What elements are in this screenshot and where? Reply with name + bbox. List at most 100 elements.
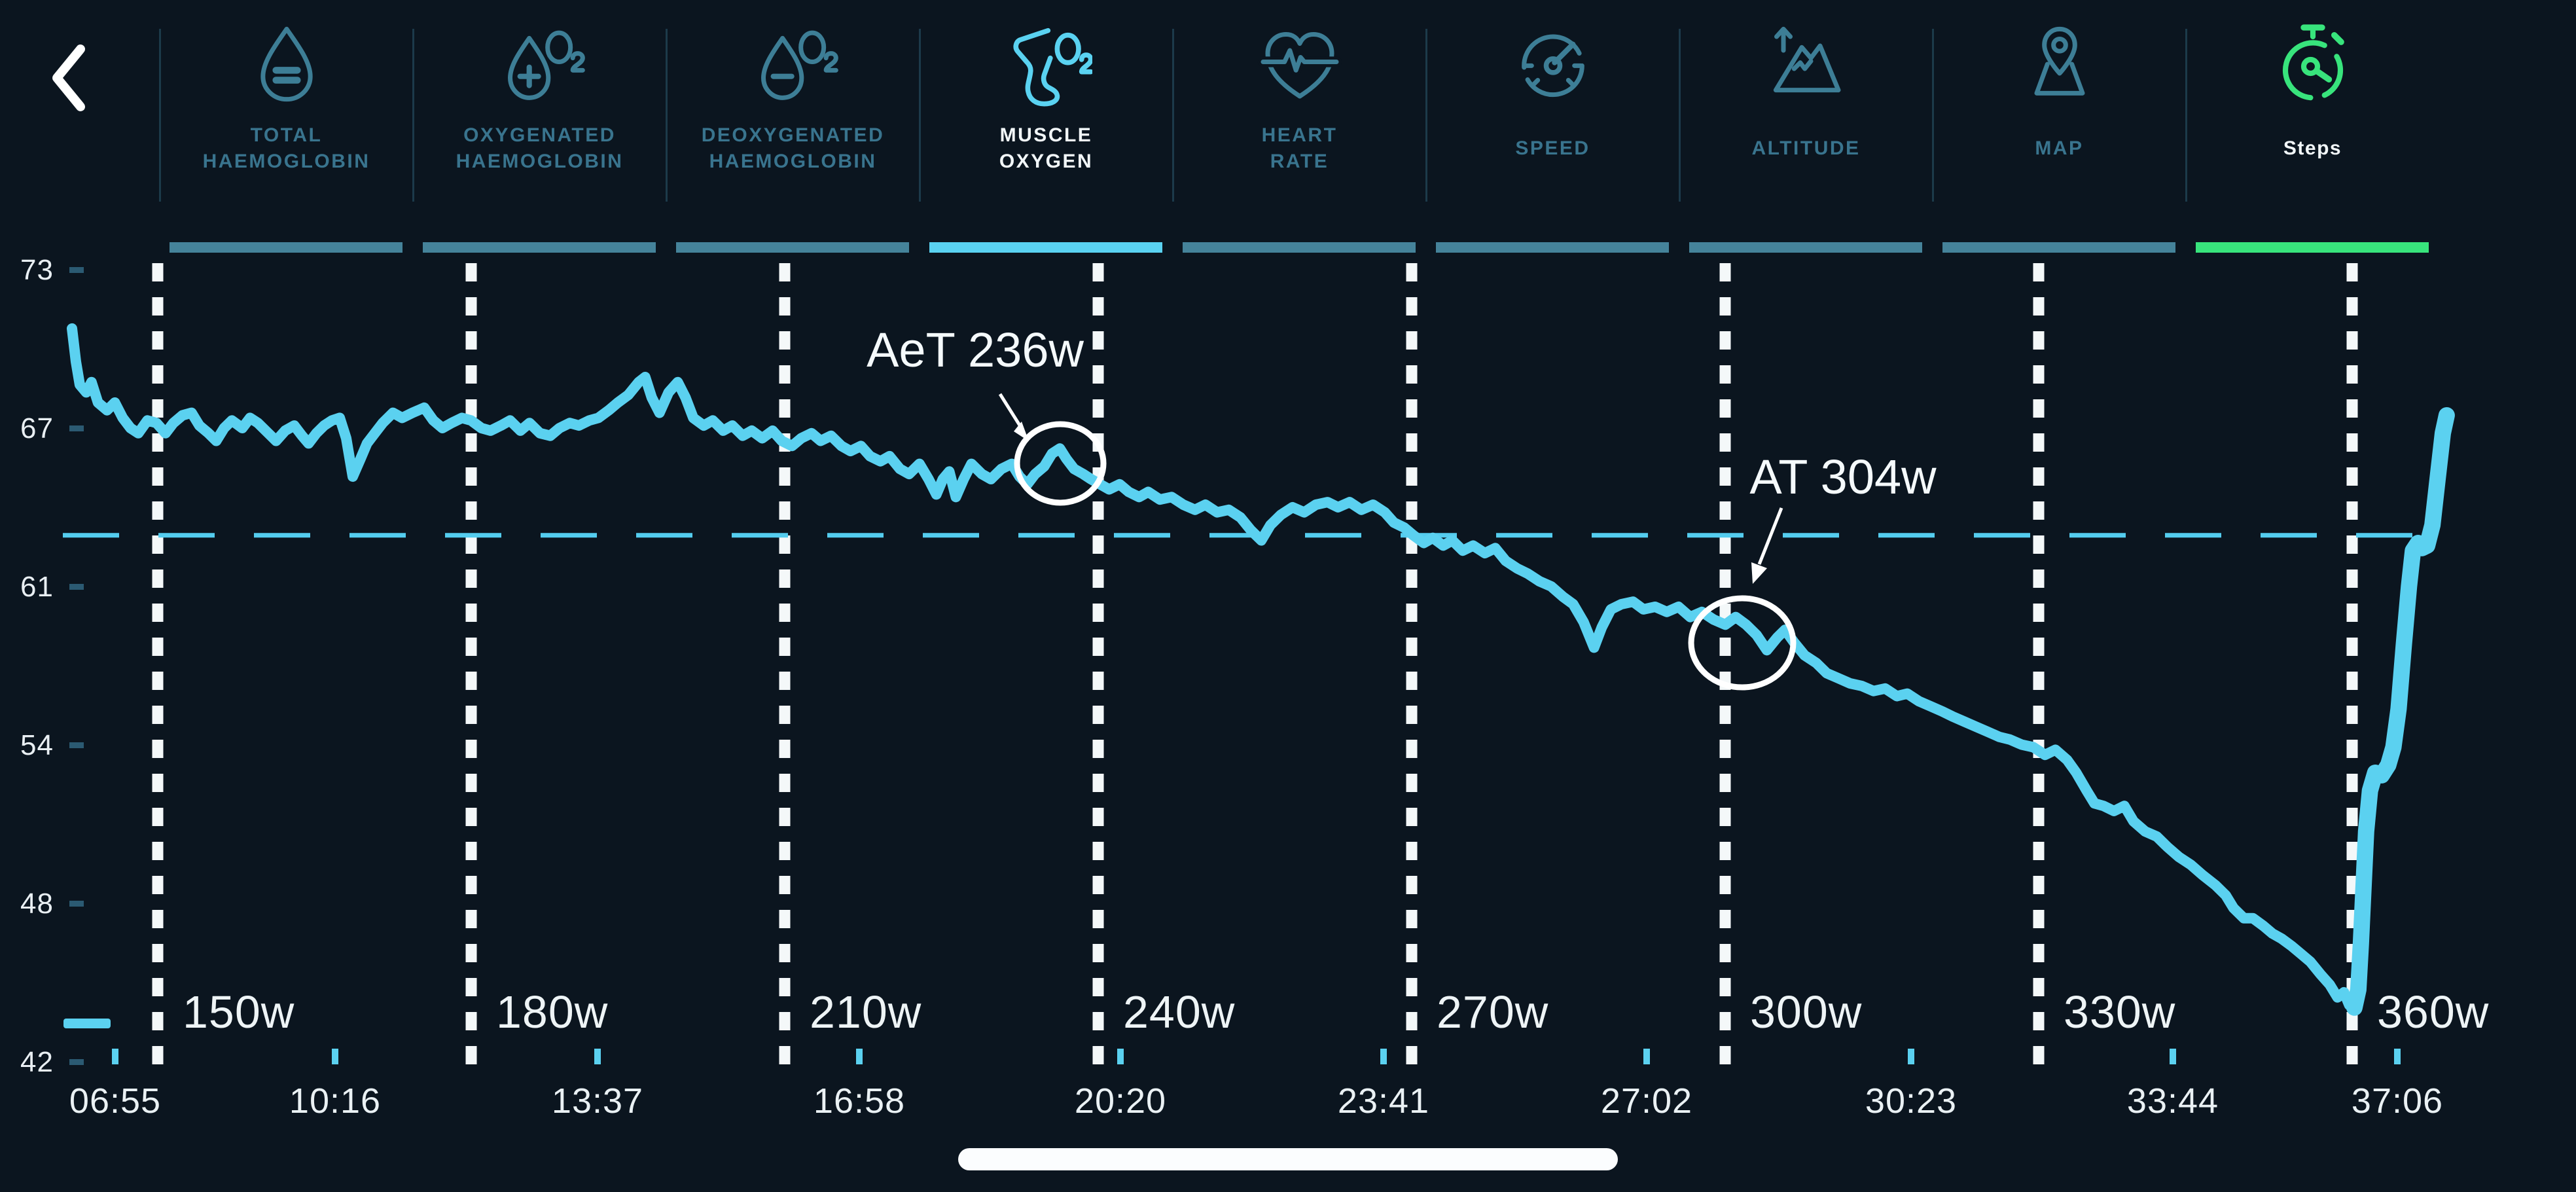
- x-axis-label: 20:20: [1075, 1081, 1166, 1121]
- tab-label-line2: HAEMOGLOBIN: [709, 151, 877, 172]
- power-zone-label: 240w: [1123, 986, 1235, 1038]
- tab-separator: [666, 29, 668, 202]
- tab-label-line1: MUSCLE: [999, 124, 1093, 146]
- stopwatch-icon: [2267, 18, 2359, 110]
- tab-underline: [1942, 242, 2175, 253]
- smo2-line-recovery: [2346, 407, 2455, 1016]
- x-axis-tick: [594, 1049, 601, 1064]
- power-zone-label: 180w: [496, 986, 608, 1038]
- power-zone-label: 150w: [183, 986, 295, 1038]
- tab-underline: [1183, 242, 1416, 253]
- y-axis-tick: [69, 1059, 84, 1065]
- tab-separator: [1679, 29, 1681, 202]
- tab-separator: [919, 29, 921, 202]
- x-axis-tick: [1908, 1049, 1914, 1064]
- tab-underline-active: [929, 242, 1162, 253]
- mountain-arrow-icon: [1761, 18, 1852, 110]
- map-pin-icon: [2014, 18, 2105, 110]
- x-axis-tick: [1380, 1049, 1387, 1064]
- annotation-arrowhead: [1014, 422, 1029, 441]
- tab-separator: [412, 29, 414, 202]
- x-axis-label: 16:58: [814, 1081, 905, 1121]
- y-axis-tick: [69, 267, 84, 273]
- annotation-label: AeT 236w: [867, 323, 1084, 377]
- annotation-arrow: [998, 393, 1024, 431]
- power-zone-label: 270w: [1437, 986, 1548, 1038]
- x-axis-label: 33:44: [2127, 1081, 2219, 1121]
- tab-label-line1: HEART: [1261, 124, 1338, 146]
- x-axis-label: 27:02: [1601, 1081, 1692, 1121]
- y-axis-tick: [69, 901, 84, 907]
- series-swatch-bar: [63, 1019, 111, 1028]
- tab-deoxygenated-haemoglobin[interactable]: DEOXYGENATED HAEMOGLOBIN: [666, 0, 920, 262]
- tab-total-haemoglobin[interactable]: TOTAL HAEMOGLOBIN: [159, 0, 413, 262]
- tab-underline: [1689, 242, 1922, 253]
- tab-separator: [159, 29, 161, 202]
- chevron-left-icon: [52, 45, 85, 111]
- annotation-label: AT 304w: [1749, 450, 1937, 504]
- tab-steps[interactable]: Steps: [2185, 0, 2439, 262]
- tab-separator: [1932, 29, 1934, 202]
- power-zone-label: 360w: [2377, 986, 2489, 1038]
- tab-underline-steps: [2196, 242, 2429, 253]
- tab-label-line1: SPEED: [1515, 137, 1590, 159]
- x-axis-label: 30:23: [1865, 1081, 1957, 1121]
- x-axis-tick: [1643, 1049, 1650, 1064]
- y-axis-label: 73: [20, 254, 54, 286]
- tab-label-line1: MAP: [2035, 137, 2084, 159]
- tab-underline: [423, 242, 656, 253]
- tab-underline: [676, 242, 909, 253]
- tab-label-line1: OXYGENATED: [463, 124, 616, 146]
- metric-tab-bar: TOTAL HAEMOGLOBIN OXYGENATED HAEMOGLOBIN: [0, 0, 2576, 262]
- tab-oxygenated-haemoglobin[interactable]: OXYGENATED HAEMOGLOBIN: [412, 0, 666, 262]
- power-zone-label: 300w: [1750, 986, 1862, 1038]
- y-axis-label: 67: [20, 412, 54, 444]
- tab-separator: [2185, 29, 2187, 202]
- y-axis-tick: [69, 584, 84, 590]
- tab-label-line1: DEOXYGENATED: [701, 124, 885, 146]
- power-zone-label: 330w: [2064, 986, 2175, 1038]
- x-axis-label: 13:37: [552, 1081, 643, 1121]
- annotation-arrowhead: [1751, 562, 1767, 584]
- tab-label-line2: HAEMOGLOBIN: [202, 151, 370, 172]
- leg-o2-icon: [1001, 18, 1092, 110]
- y-axis-tick: [69, 742, 84, 748]
- tab-label-line2: OXYGEN: [999, 151, 1094, 172]
- tab-label-line1: Steps: [2283, 137, 2342, 159]
- x-axis-tick: [332, 1049, 338, 1064]
- back-button[interactable]: [48, 43, 88, 113]
- smo2-line: [67, 323, 2360, 1013]
- x-axis-tick: [1117, 1049, 1124, 1064]
- y-axis-label: 54: [20, 729, 54, 761]
- tab-label-line1: TOTAL: [250, 124, 323, 146]
- tab-speed[interactable]: SPEED: [1425, 0, 1679, 262]
- tab-map[interactable]: MAP: [1932, 0, 2186, 262]
- tab-underline: [170, 242, 402, 253]
- x-axis-label: 37:06: [2352, 1081, 2443, 1121]
- droplet-minus-o2-icon: [747, 18, 839, 110]
- y-axis-label: 42: [20, 1046, 54, 1078]
- annotation-arrow: [1757, 507, 1783, 565]
- y-axis-label: 48: [20, 888, 54, 920]
- x-axis-label: 10:16: [289, 1081, 381, 1121]
- x-axis-tick: [856, 1049, 863, 1064]
- y-axis-label: 61: [20, 571, 54, 603]
- tab-label-line1: ALTITUDE: [1751, 137, 1861, 159]
- tab-muscle-oxygen[interactable]: MUSCLE OXYGEN: [919, 0, 1173, 262]
- x-axis-tick: [112, 1049, 118, 1064]
- y-axis-tick: [69, 425, 84, 431]
- heart-pulse-icon: [1254, 18, 1346, 110]
- droplet-equals-icon: [241, 18, 332, 110]
- x-axis-tick: [2394, 1049, 2401, 1064]
- power-zone-label: 210w: [810, 986, 921, 1038]
- tab-heart-rate[interactable]: HEART RATE: [1172, 0, 1426, 262]
- x-axis-label: 06:55: [69, 1081, 161, 1121]
- annotation-circle: [1688, 595, 1797, 691]
- tab-label-line2: RATE: [1270, 151, 1329, 172]
- home-indicator[interactable]: [958, 1148, 1618, 1170]
- tab-altitude[interactable]: ALTITUDE: [1679, 0, 1933, 262]
- droplet-plus-o2-icon: [494, 18, 586, 110]
- tab-separator: [1425, 29, 1427, 202]
